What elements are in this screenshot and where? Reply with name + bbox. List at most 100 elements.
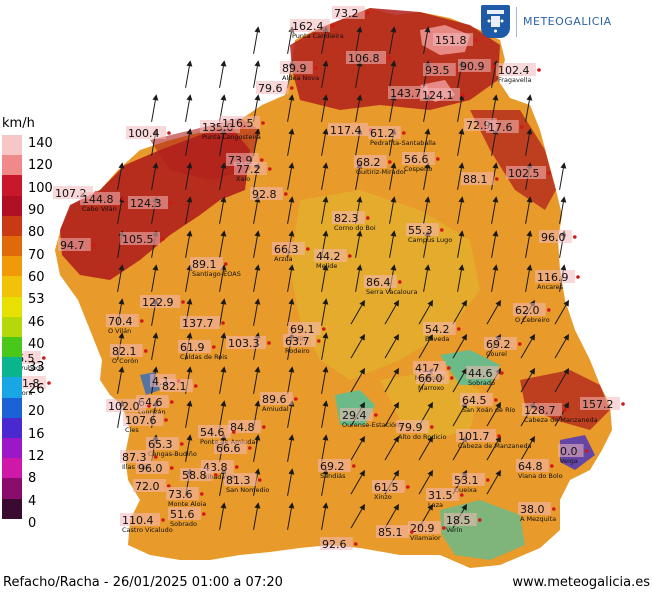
wind-arrow-icon: [525, 196, 533, 224]
station-marker[interactable]: 102.0: [106, 399, 151, 413]
website-link[interactable]: www.meteogalicia.es: [512, 575, 650, 590]
station-marker[interactable]: 137.7: [180, 316, 225, 330]
wind-arrow-icon: [418, 333, 433, 359]
station-dot-icon: [495, 177, 499, 181]
station-marker[interactable]: 143.7: [388, 86, 433, 100]
station-name: Marroxo: [418, 384, 444, 392]
wind-arrow-icon: [457, 264, 465, 292]
station-marker[interactable]: 105.5: [120, 232, 165, 246]
station-marker[interactable]: 85.1: [376, 525, 414, 539]
station-value: 73.2: [334, 7, 359, 20]
station-marker[interactable]: 124.1: [420, 88, 465, 102]
station-marker[interactable]: 92.6: [320, 537, 358, 551]
station-marker[interactable]: 96.0: [539, 230, 577, 244]
station-marker[interactable]: 103.3: [226, 336, 271, 350]
station-marker[interactable]: 66.6: [214, 441, 252, 455]
station-value-bg: [413, 361, 446, 374]
station-marker[interactable]: 157.2: [580, 397, 625, 411]
wind-arrow-icon: [525, 264, 533, 292]
station-marker[interactable]: 122.9: [140, 295, 185, 309]
legend-label: 60: [28, 270, 45, 286]
station-marker[interactable]: 79.6: [256, 81, 294, 95]
station-marker[interactable]: 70.4O Vilán: [106, 314, 144, 335]
color-scale-bar: [2, 135, 22, 519]
station-marker[interactable]: 84.8: [228, 420, 266, 434]
station-marker[interactable]: 82.1O Corón: [110, 344, 148, 365]
station-marker[interactable]: 151.8: [433, 33, 478, 47]
legend-swatch: [2, 236, 22, 257]
station-marker[interactable]: 17.6: [486, 120, 524, 134]
station-marker[interactable]: 93.5: [423, 63, 461, 77]
station-marker[interactable]: 116.5: [220, 116, 265, 130]
station-marker[interactable]: 58.8: [180, 468, 218, 482]
station-marker[interactable]: 106.8: [346, 51, 391, 65]
station-marker[interactable]: 102.5: [506, 166, 551, 180]
station-marker[interactable]: 62.0O Cebreiro: [513, 303, 551, 324]
station-value-bg: [318, 459, 351, 472]
wind-arrow-icon: [321, 128, 329, 156]
station-name: Arzúa: [274, 255, 293, 263]
wind-arrow-icon: [253, 434, 261, 462]
station-value: 89.1: [192, 258, 217, 271]
station-value: 105.5: [122, 233, 154, 246]
wind-arrow-icon: [287, 468, 295, 496]
station-marker[interactable]: 38.0A Mezquita: [518, 502, 556, 523]
station-marker[interactable]: 96.0: [136, 461, 174, 475]
station-marker[interactable]: 82.1: [160, 379, 198, 393]
station-marker[interactable]: 100.4: [126, 126, 171, 140]
station-marker[interactable]: 124.3: [128, 196, 173, 210]
meteogalicia-logo[interactable]: METEOGALICIA: [481, 5, 612, 38]
station-marker[interactable]: 117.4: [328, 123, 373, 137]
station-marker[interactable]: 73.2: [332, 6, 370, 20]
station-marker[interactable]: 72.0: [133, 479, 171, 493]
station-marker[interactable]: 90.9: [458, 59, 496, 73]
station-marker[interactable]: 92.8: [250, 187, 288, 201]
station-dot-icon: [518, 342, 522, 346]
station-marker[interactable]: 94.7: [58, 238, 96, 252]
station-name: Ourense-Estacións: [342, 421, 403, 429]
station-marker[interactable]: 88.1: [461, 172, 499, 186]
